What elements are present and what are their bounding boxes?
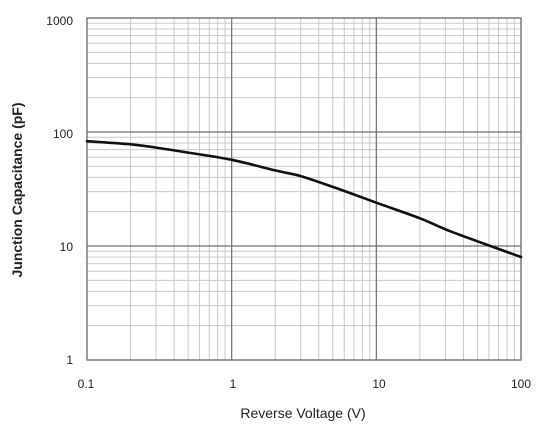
y-axis-title: Junction Capacitance (pF) xyxy=(9,102,25,277)
x-tick-label: 1 xyxy=(230,377,237,391)
capacitance-series-line xyxy=(85,139,523,259)
y-tick-label: 100 xyxy=(53,127,73,141)
plot-frame xyxy=(86,17,522,361)
major-gridlines xyxy=(86,17,522,361)
minor-gridlines xyxy=(87,18,521,360)
y-tick-label: 10 xyxy=(60,240,74,254)
y-tick-label: 1000 xyxy=(46,14,73,28)
x-axis-title: Reverse Voltage (V) xyxy=(240,405,365,421)
x-tick-label: 10 xyxy=(372,377,386,391)
y-tick-label: 1 xyxy=(66,353,73,367)
series-layer xyxy=(85,139,523,259)
x-tick-label: 100 xyxy=(511,377,531,391)
x-tick-label: 0.1 xyxy=(78,377,95,391)
